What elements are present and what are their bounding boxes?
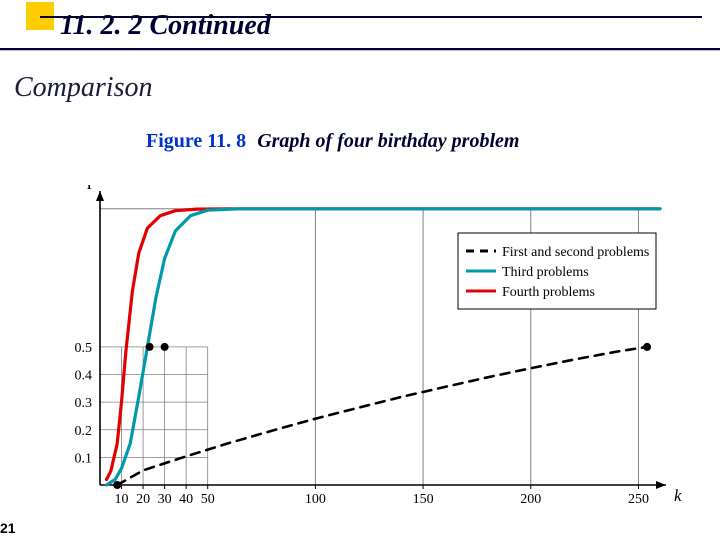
birthday-problem-chart: 10 20 30 40 50 100 150 200 250 0.1 0.2 0.3 0.4 0.5 Pk F…	[50, 185, 690, 515]
svg-text:10: 10	[115, 492, 129, 507]
svg-text:First and second problems: First and second problems	[502, 245, 649, 260]
svg-text:Fourth problems: Fourth problems	[502, 285, 595, 300]
svg-text:0.4: 0.4	[75, 369, 93, 384]
svg-text:P: P	[87, 185, 96, 193]
svg-text:0.2: 0.2	[75, 424, 93, 439]
svg-text:100: 100	[305, 492, 326, 507]
svg-text:50: 50	[201, 492, 215, 507]
slide-subtitle: Comparison	[14, 72, 152, 104]
svg-text:Third problems: Third problems	[502, 265, 589, 280]
figure-label: Figure 11. 8	[146, 130, 246, 152]
svg-text:k: k	[674, 486, 682, 505]
header-rule-shadow	[0, 50, 720, 51]
figure-caption: Figure 11. 8 Graph of four birthday prob…	[146, 130, 519, 153]
svg-text:200: 200	[520, 492, 541, 507]
svg-text:0.3: 0.3	[75, 396, 93, 411]
svg-text:30: 30	[158, 492, 172, 507]
svg-text:0.5: 0.5	[75, 341, 93, 356]
figure-caption-text: Graph of four birthday problem	[257, 130, 519, 152]
svg-text:40: 40	[179, 492, 193, 507]
svg-text:20: 20	[136, 492, 150, 507]
svg-text:0.1: 0.1	[75, 451, 93, 466]
svg-text:250: 250	[628, 492, 649, 507]
svg-text:150: 150	[413, 492, 434, 507]
slide-title: 11. 2. 2 Continued	[60, 10, 271, 42]
page-number: 21	[0, 520, 16, 536]
